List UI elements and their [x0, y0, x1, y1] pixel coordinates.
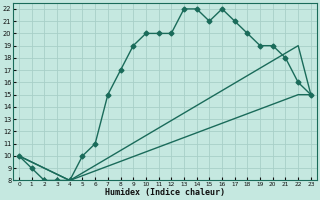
X-axis label: Humidex (Indice chaleur): Humidex (Indice chaleur): [105, 188, 225, 197]
